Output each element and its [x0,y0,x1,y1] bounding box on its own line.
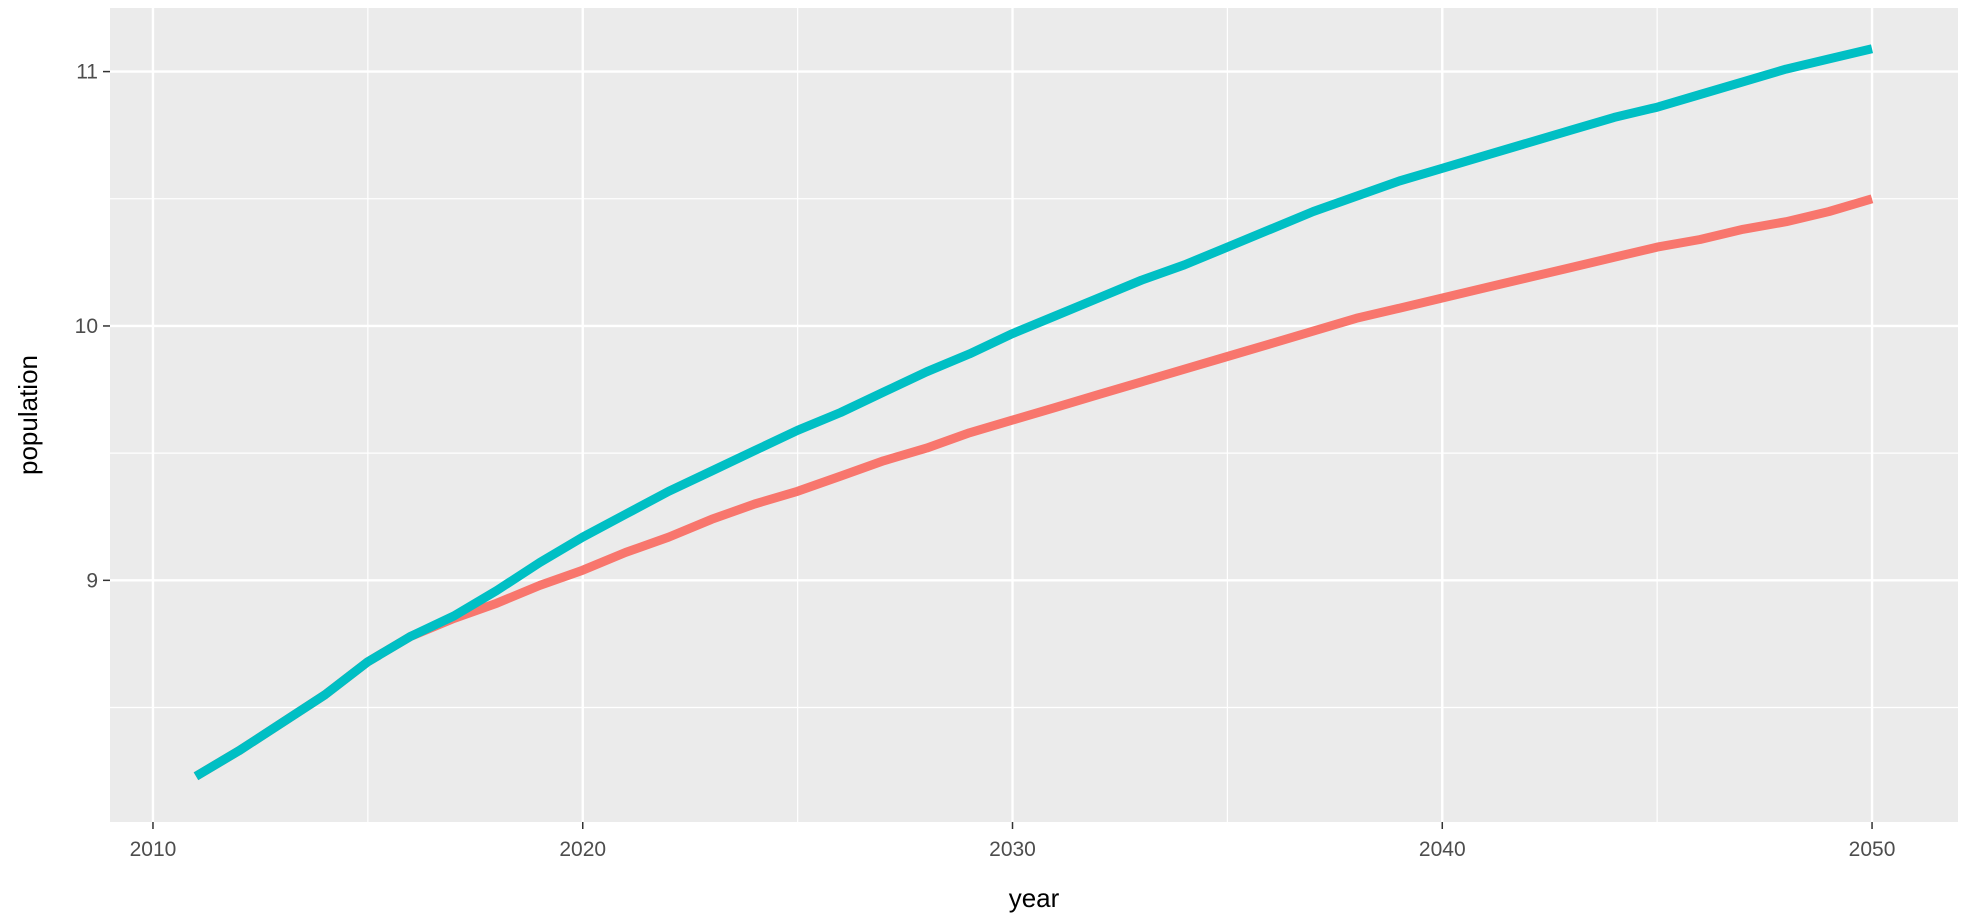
minor-gridlines [110,8,1958,822]
y-axis-title: population [13,355,43,475]
major-gridlines [110,8,1958,822]
y-axis: 9 10 11 [75,61,110,592]
y-tick-label: 11 [76,61,98,84]
x-tick-label: 2050 [1849,838,1896,861]
x-axis: 2010 2020 2030 2040 2050 [130,822,1896,861]
series-layer [193,44,1874,781]
x-tick-label: 2010 [130,838,177,861]
series-line-2 [193,44,1874,781]
series-line-1 [193,194,1874,781]
x-tick-label: 2020 [559,838,606,861]
y-tick-label: 10 [75,315,98,338]
x-tick-label: 2040 [1419,838,1466,861]
x-axis-title: year [1009,883,1060,913]
y-tick-label: 9 [86,569,98,592]
x-tick-label: 2030 [989,838,1036,861]
